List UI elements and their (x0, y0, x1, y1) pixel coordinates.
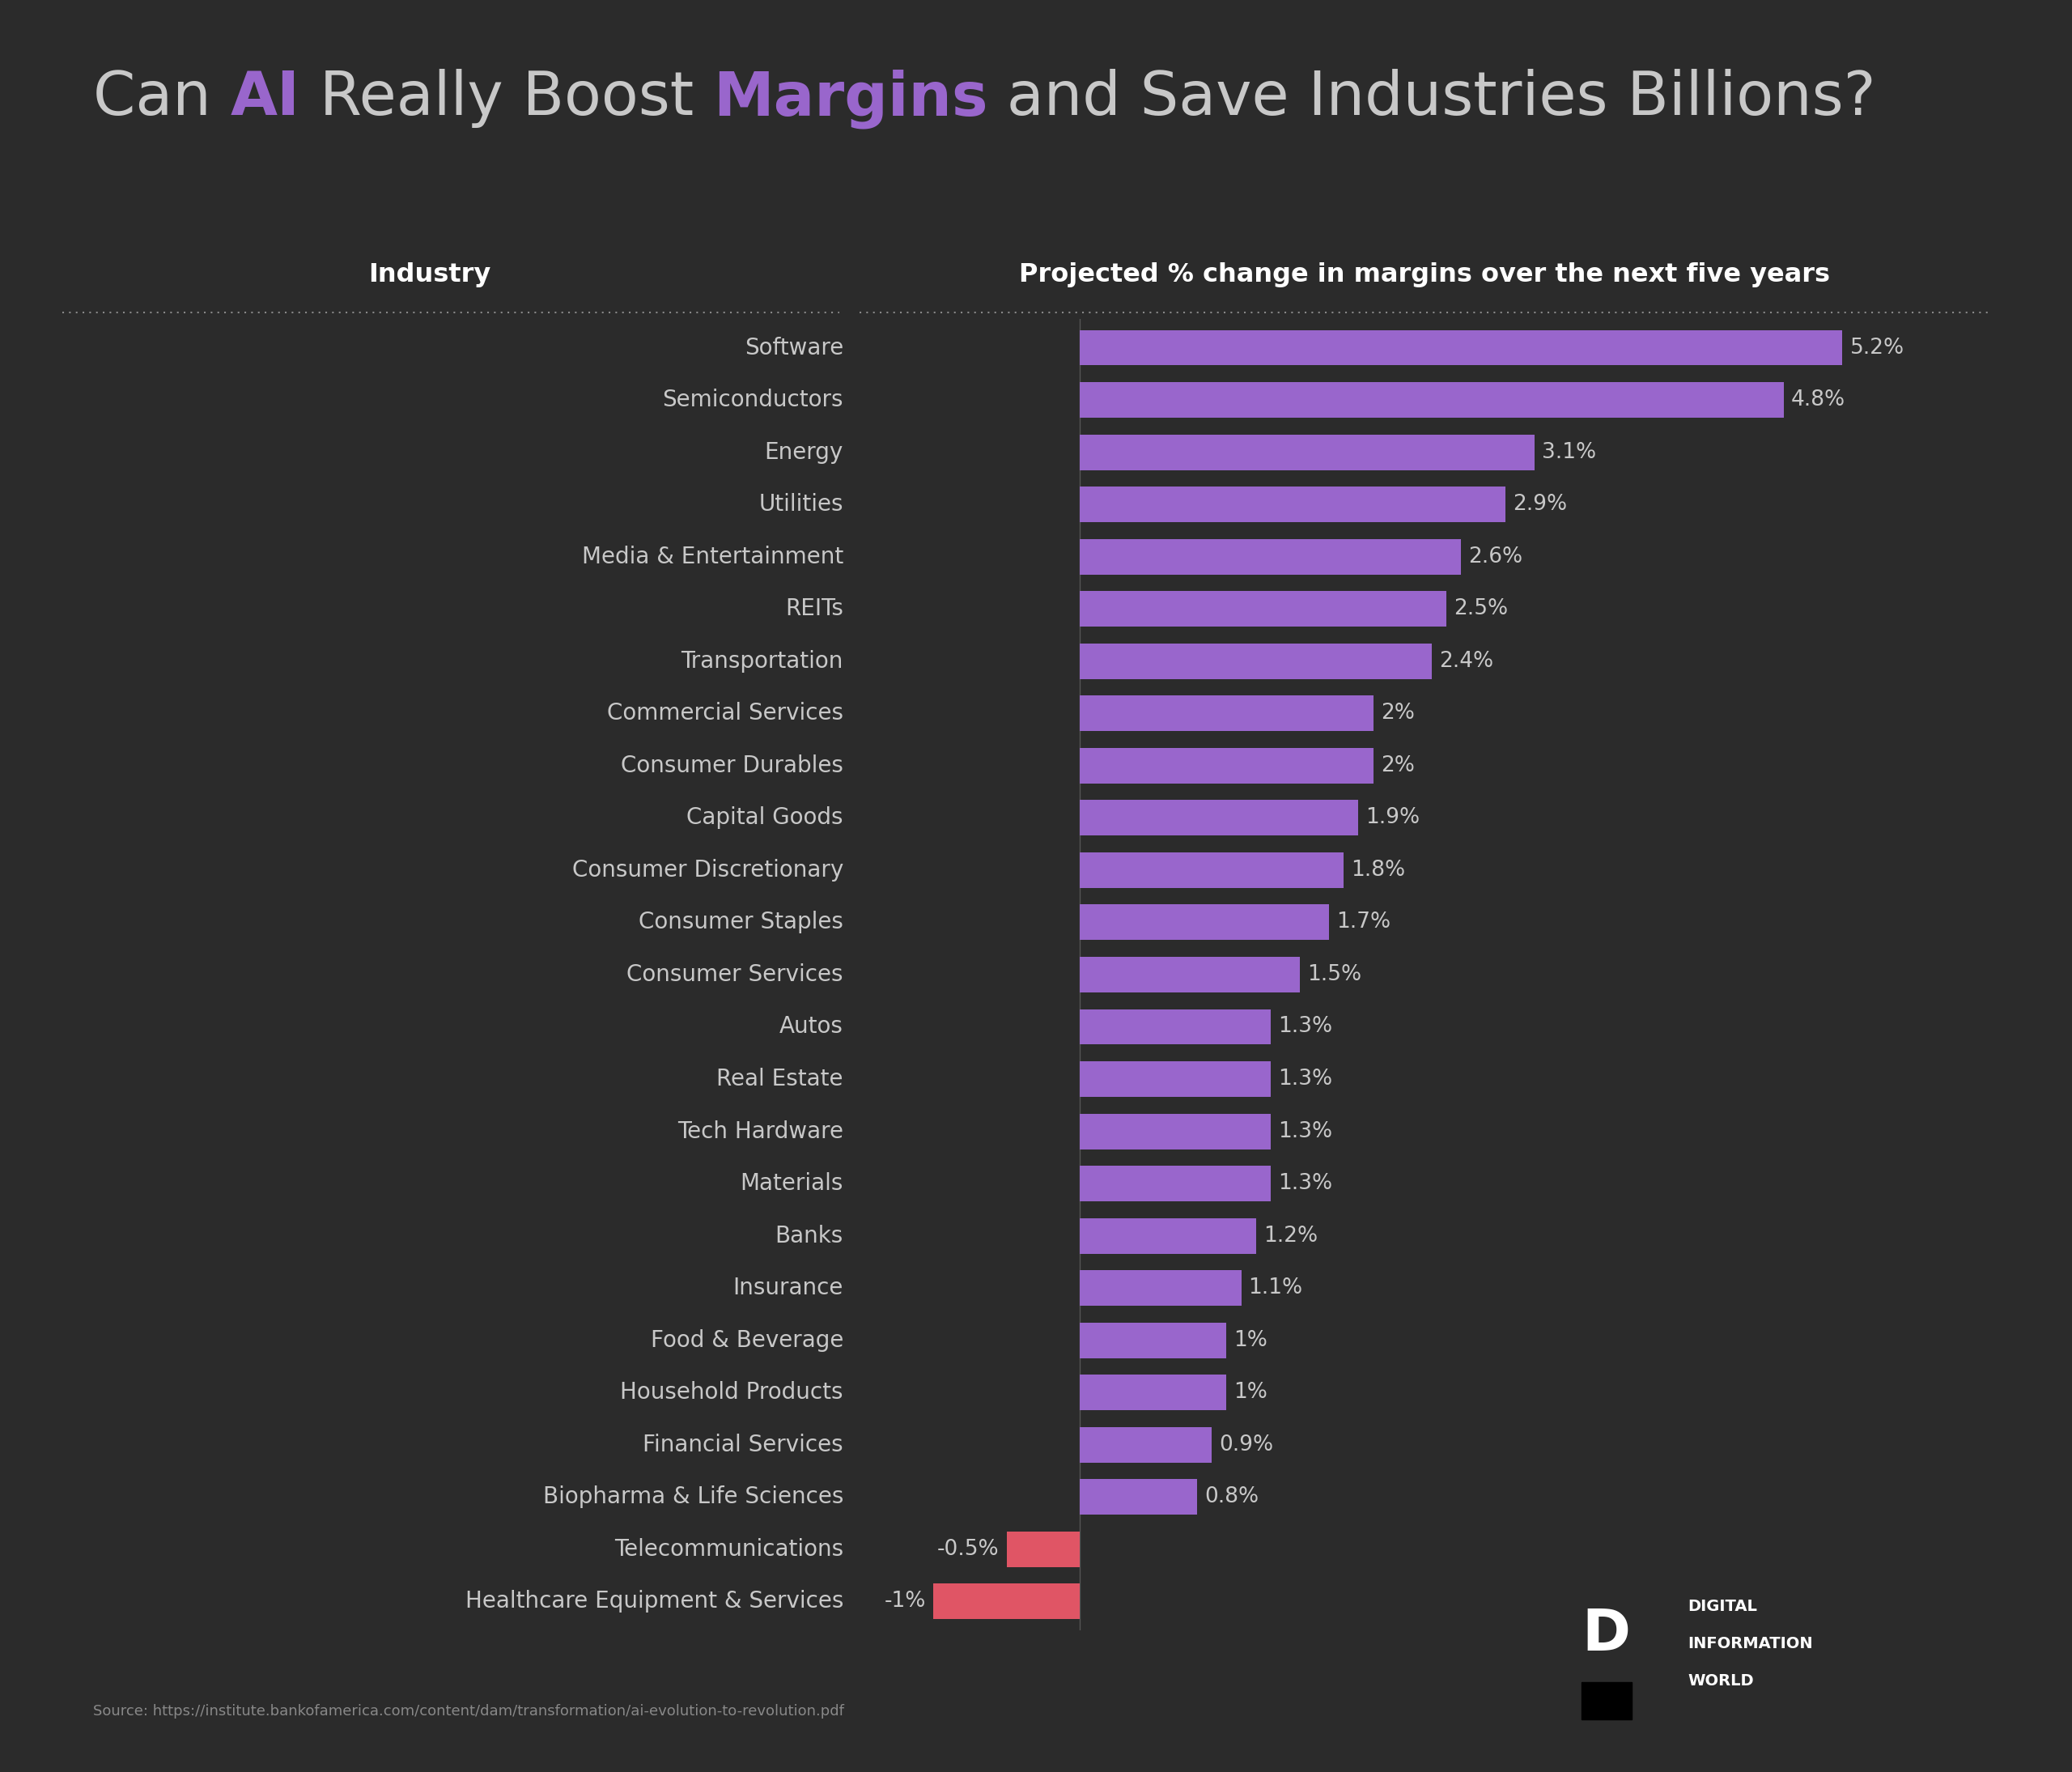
Text: Margins: Margins (713, 69, 988, 129)
Text: Consumer Durables: Consumer Durables (622, 755, 843, 776)
Bar (1080, 383, 1784, 418)
Text: Source: https://institute.bankofamerica.com/content/dam/transformation/ai-evolut: Source: https://institute.bankofamerica.… (93, 1705, 843, 1719)
Bar (1080, 801, 1359, 836)
Bar (1080, 696, 1374, 732)
Text: 1.3%: 1.3% (1278, 1173, 1332, 1194)
Text: REITs: REITs (785, 597, 843, 620)
Text: 1.2%: 1.2% (1264, 1224, 1318, 1246)
Text: Materials: Materials (740, 1173, 843, 1194)
Text: Projected % change in margins over the next five years: Projected % change in margins over the n… (1019, 262, 1830, 287)
Bar (1080, 1217, 1256, 1253)
Bar (932, 1584, 1080, 1620)
Bar (1080, 1008, 1270, 1045)
Text: 2.6%: 2.6% (1469, 546, 1523, 567)
Bar (1007, 1531, 1080, 1566)
Bar (1080, 434, 1535, 470)
Bar (1080, 748, 1374, 783)
Bar (1080, 592, 1446, 627)
Text: 1.3%: 1.3% (1278, 1122, 1332, 1141)
Text: 5.2%: 5.2% (1850, 337, 1904, 358)
Text: Autos: Autos (779, 1015, 843, 1038)
Text: Capital Goods: Capital Goods (686, 806, 843, 829)
Text: 3.1%: 3.1% (1542, 441, 1595, 462)
Text: Commercial Services: Commercial Services (607, 702, 843, 725)
Text: Food & Beverage: Food & Beverage (651, 1329, 843, 1352)
Text: Media & Entertainment: Media & Entertainment (582, 546, 843, 569)
Text: WORLD: WORLD (1689, 1673, 1755, 1689)
Bar (1080, 1166, 1270, 1201)
Text: Banks: Banks (775, 1224, 843, 1247)
Text: 1%: 1% (1233, 1329, 1268, 1350)
Bar (1080, 1480, 1198, 1515)
Bar (1080, 852, 1345, 888)
Text: 1.7%: 1.7% (1336, 913, 1390, 932)
Text: 2%: 2% (1380, 755, 1415, 776)
Bar (1080, 904, 1328, 941)
Text: 1.3%: 1.3% (1278, 1069, 1332, 1090)
Text: -0.5%: -0.5% (937, 1538, 999, 1559)
Bar (1080, 957, 1299, 992)
Text: Healthcare Equipment & Services: Healthcare Equipment & Services (464, 1589, 843, 1613)
Bar (1080, 643, 1432, 679)
Text: Utilities: Utilities (758, 493, 843, 516)
Text: 1%: 1% (1233, 1382, 1268, 1403)
Text: Really Boost: Really Boost (300, 69, 713, 128)
Text: Biopharma & Life Sciences: Biopharma & Life Sciences (543, 1485, 843, 1508)
Text: 2%: 2% (1380, 703, 1415, 725)
Text: 0.9%: 0.9% (1218, 1434, 1274, 1455)
Bar (1080, 330, 1842, 365)
Text: Consumer Services: Consumer Services (628, 964, 843, 985)
Text: 2.4%: 2.4% (1440, 650, 1494, 672)
Text: Energy: Energy (765, 441, 843, 464)
Text: 4.8%: 4.8% (1790, 390, 1846, 411)
Text: Industry: Industry (369, 262, 491, 287)
Text: -1%: -1% (885, 1591, 926, 1613)
Text: 1.1%: 1.1% (1249, 1278, 1303, 1299)
Text: Semiconductors: Semiconductors (663, 388, 843, 411)
Text: D: D (1581, 1607, 1631, 1664)
Text: 2.9%: 2.9% (1513, 494, 1566, 516)
Bar (1080, 1271, 1241, 1306)
Bar (1080, 1061, 1270, 1097)
Text: and Save Industries Billions?: and Save Industries Billions? (988, 69, 1875, 128)
Text: DIGITAL: DIGITAL (1689, 1598, 1757, 1614)
Text: Software: Software (744, 337, 843, 360)
Text: Telecommunications: Telecommunications (613, 1538, 843, 1561)
Text: Consumer Staples: Consumer Staples (638, 911, 843, 934)
Bar (1080, 1113, 1270, 1148)
Text: Real Estate: Real Estate (717, 1069, 843, 1090)
Text: Can: Can (93, 69, 230, 128)
Bar (1080, 539, 1461, 574)
Text: 1.9%: 1.9% (1365, 808, 1419, 828)
Text: Transportation: Transportation (682, 650, 843, 673)
Text: 1.8%: 1.8% (1351, 859, 1405, 881)
Text: AI: AI (230, 69, 300, 128)
Bar (1080, 487, 1504, 523)
Text: Financial Services: Financial Services (642, 1434, 843, 1457)
Text: 1.3%: 1.3% (1278, 1017, 1332, 1037)
Text: Insurance: Insurance (733, 1276, 843, 1299)
Text: 0.8%: 0.8% (1204, 1487, 1260, 1508)
Bar (1581, 1682, 1631, 1719)
Text: Tech Hardware: Tech Hardware (678, 1120, 843, 1143)
Bar (1080, 1375, 1227, 1411)
Bar (1080, 1426, 1212, 1462)
Text: Household Products: Household Products (620, 1380, 843, 1403)
Text: INFORMATION: INFORMATION (1689, 1636, 1813, 1652)
Text: 1.5%: 1.5% (1307, 964, 1361, 985)
Bar (1080, 1322, 1227, 1357)
Text: Consumer Discretionary: Consumer Discretionary (572, 859, 843, 881)
Text: 2.5%: 2.5% (1455, 599, 1508, 620)
